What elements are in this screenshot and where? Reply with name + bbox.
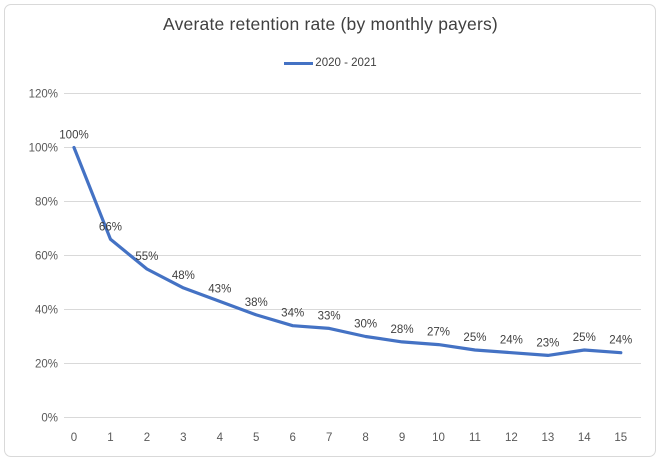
data-point-label: 100%: [59, 130, 88, 142]
data-point-label: 25%: [573, 332, 596, 344]
legend-label: 2020 - 2021: [315, 57, 377, 69]
x-tick-label: 2: [144, 432, 150, 444]
legend-line-swatch: [284, 61, 314, 65]
x-tick-label: 0: [71, 432, 77, 444]
gridlines: [64, 93, 641, 418]
data-point-label: 28%: [391, 324, 414, 336]
y-tick-label: 60%: [35, 251, 58, 263]
data-point-label: 27%: [427, 327, 450, 339]
chart-title: Averate retention rate (by monthly payer…: [163, 14, 498, 34]
data-labels: 100% 66% 55% 48% 43% 38% 34% 33% 30% 28% 27% 25% 24%…: [59, 130, 632, 350]
data-point-label: 25%: [463, 332, 486, 344]
x-tick-label: 11: [469, 432, 481, 444]
x-tick-label: 5: [253, 432, 259, 444]
data-point-label: 34%: [281, 308, 304, 320]
data-point-label: 24%: [609, 335, 632, 347]
x-tick-label: 10: [432, 432, 445, 444]
x-tick-label: 14: [578, 432, 591, 444]
data-point-label: 30%: [354, 319, 377, 331]
data-point-label: 33%: [318, 310, 341, 322]
y-tick-label: 20%: [35, 359, 58, 371]
x-tick-label: 15: [614, 432, 627, 444]
y-tick-label: 120%: [29, 89, 58, 101]
x-tick-label: 1: [107, 432, 113, 444]
y-tick-label: 40%: [35, 305, 58, 317]
x-axis-labels: 0 1 2 3 4 5 6 7 8 9 10 11 12 13 14 15: [71, 432, 627, 444]
data-point-label: 23%: [536, 337, 559, 349]
data-point-label: 55%: [135, 251, 158, 263]
data-point-label: 43%: [208, 283, 231, 295]
data-point-label: 24%: [500, 335, 523, 347]
x-tick-label: 9: [399, 432, 405, 444]
x-tick-label: 6: [289, 432, 295, 444]
chart-legend: 2020 - 2021: [0, 57, 661, 69]
x-tick-label: 13: [541, 432, 554, 444]
data-point-label: 48%: [172, 270, 195, 282]
data-point-label: 66%: [99, 221, 122, 233]
x-tick-label: 3: [180, 432, 186, 444]
y-tick-label: 80%: [35, 197, 58, 209]
y-tick-label: 100%: [29, 143, 58, 155]
y-tick-label: 0%: [41, 413, 58, 425]
y-axis-labels: 0% 20% 40% 60% 80% 100% 120%: [29, 89, 58, 425]
x-tick-label: 7: [326, 432, 332, 444]
series-line-2020-2021: [72, 145, 623, 357]
x-tick-label: 8: [362, 432, 368, 444]
x-tick-label: 4: [217, 432, 224, 444]
data-point-label: 38%: [245, 297, 268, 309]
x-tick-label: 12: [505, 432, 518, 444]
